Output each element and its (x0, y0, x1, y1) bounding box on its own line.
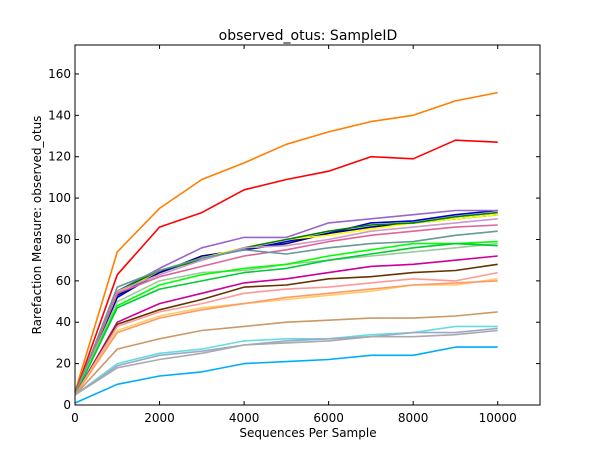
y-tick-label: 60 (56, 274, 71, 288)
chart-title: observed_otus: SampleID (219, 28, 398, 44)
x-tick-label: 4000 (229, 411, 260, 425)
series-line-18 (74, 280, 498, 396)
x-tick-label: 6000 (313, 411, 344, 425)
y-tick-label: 20 (56, 357, 71, 371)
y-tick-label: 0 (63, 398, 71, 412)
x-axis-ticks: 0 2000 4000 6000 8000 10000 (71, 45, 517, 425)
y-tick-label: 140 (48, 108, 71, 122)
series-line-20 (74, 325, 498, 396)
series-line-23 (75, 346, 498, 404)
series-line-12 (74, 240, 498, 396)
plot-frame (74, 44, 541, 406)
y-tick-label: 160 (48, 67, 71, 81)
series-line-15 (74, 263, 498, 396)
y-axis-ticks: 0 20 40 60 80 100 120 140 160 (48, 67, 540, 412)
x-axis-label: Sequences Per Sample (239, 426, 376, 440)
series-line-21 (74, 327, 498, 396)
series-line-19 (74, 311, 498, 396)
x-tick-label: 8000 (398, 411, 429, 425)
y-tick-label: 100 (48, 191, 71, 205)
x-tick-label: 0 (71, 411, 79, 425)
series-line-13 (74, 242, 498, 396)
series-line-7 (74, 211, 498, 396)
series-line-14 (74, 255, 498, 396)
series-line-2 (74, 139, 498, 393)
x-tick-label: 2000 (144, 411, 175, 425)
series-line-10 (74, 230, 498, 395)
y-tick-label: 40 (56, 315, 71, 329)
y-axis-label: Rarefaction Measure: observed_otus (30, 116, 44, 335)
series-line-17 (74, 278, 498, 396)
series-line-9 (74, 224, 498, 396)
y-tick-label: 120 (48, 150, 71, 164)
series-line-1 (74, 91, 498, 391)
plot-lines (74, 91, 498, 404)
y-tick-label: 80 (56, 232, 71, 246)
series-line-22 (74, 329, 498, 396)
series-line-8 (74, 218, 498, 396)
x-tick-label: 10000 (479, 411, 517, 425)
series-line-16 (74, 271, 498, 396)
